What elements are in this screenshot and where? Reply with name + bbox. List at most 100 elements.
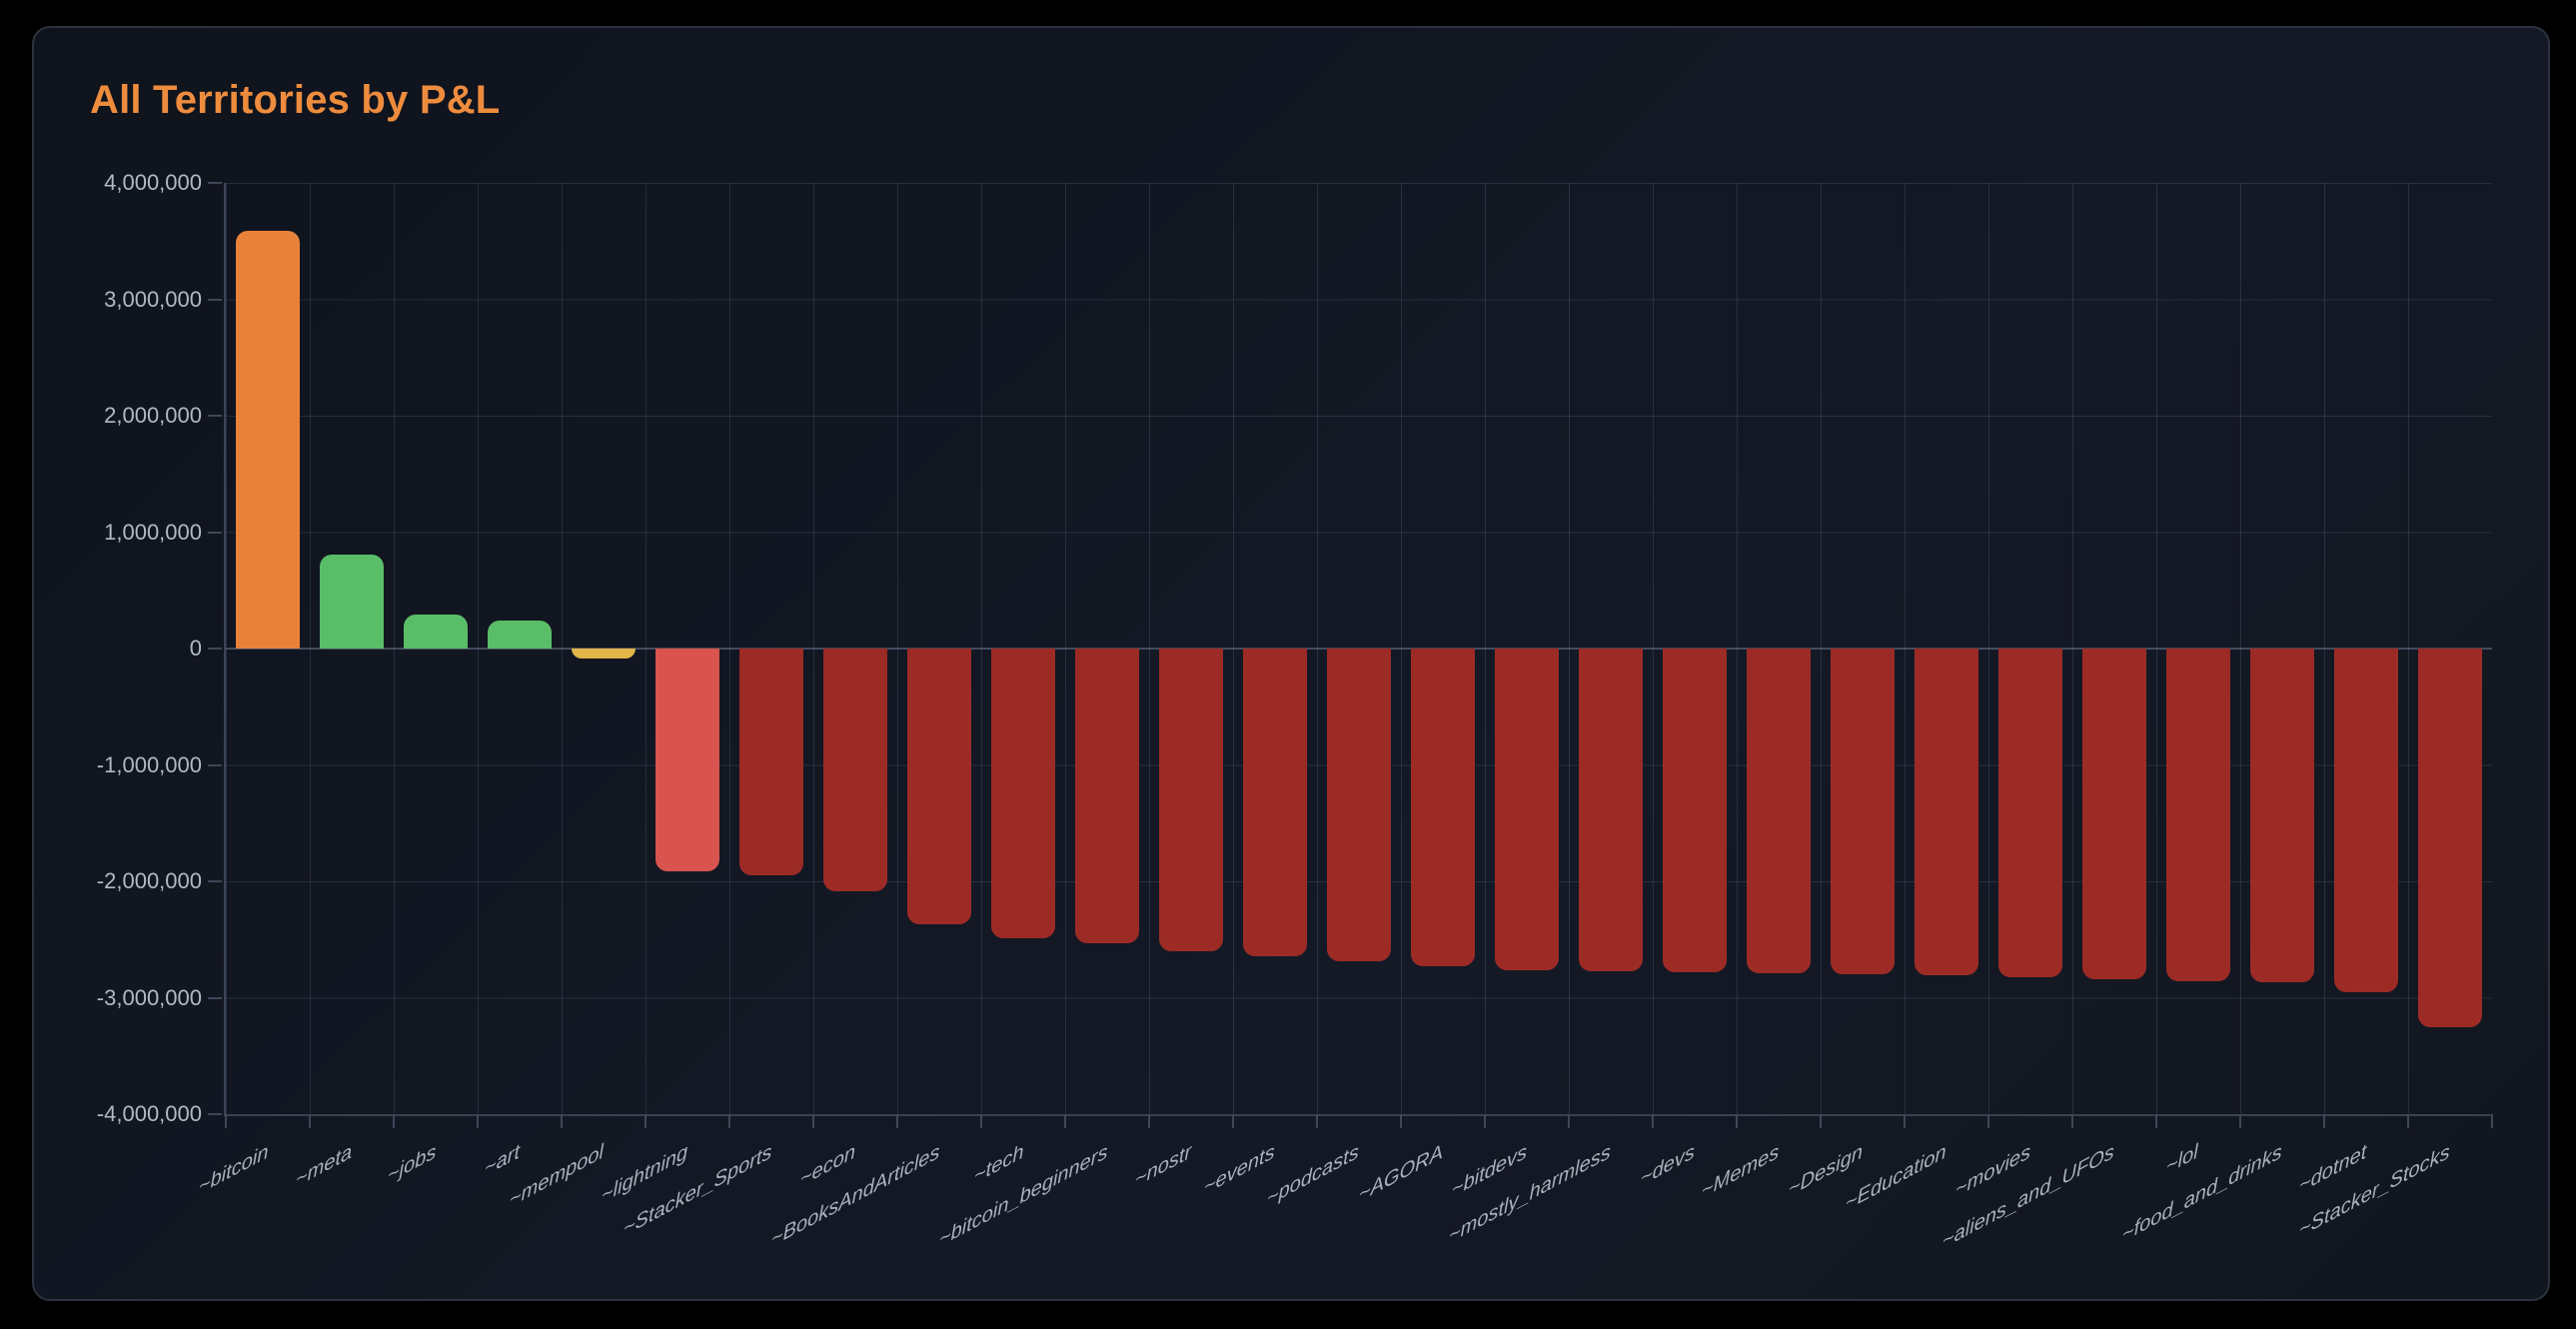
bar-lightning[interactable] — [655, 649, 719, 871]
bar-dotnet[interactable] — [2334, 649, 2398, 992]
bar-Design[interactable] — [1831, 649, 1895, 975]
column-lol: ~lol — [2155, 183, 2240, 1179]
bar-bitdevs[interactable] — [1495, 649, 1559, 970]
column-tech: ~tech — [974, 183, 1065, 1188]
bar-econ[interactable] — [823, 649, 887, 892]
x-axis-label: ~Stacker_Sports — [623, 1140, 771, 1241]
x-axis-label: ~meta — [295, 1140, 352, 1192]
bar-events[interactable] — [1243, 649, 1307, 956]
bar-aliens_and_UFOs[interactable] — [2082, 649, 2146, 979]
x-tick — [1148, 1114, 1150, 1128]
x-axis-label: ~events — [1204, 1140, 1275, 1200]
x-tick — [309, 1114, 311, 1128]
y-axis-label: 4,000,000 — [104, 170, 202, 195]
y-axis-label: -1,000,000 — [96, 751, 202, 777]
column-podcasts: ~podcasts — [1267, 183, 1401, 1211]
y-tick — [208, 182, 222, 184]
column-bitcoin_beginners: ~bitcoin_beginners — [939, 183, 1149, 1252]
column-aliens_and_UFOs: ~aliens_and_UFOs — [1942, 183, 2156, 1253]
column-Stacker_Sports: ~Stacker_Sports — [624, 183, 813, 1241]
x-tick — [2155, 1114, 2157, 1128]
bar-jobs[interactable] — [404, 615, 468, 649]
y-tick — [208, 996, 222, 999]
x-axis-label: ~art — [484, 1140, 520, 1181]
x-tick — [896, 1114, 898, 1128]
x-axis-label: ~podcasts — [1267, 1140, 1359, 1211]
column-jobs: ~jobs — [388, 183, 478, 1188]
plot-area: ~bitcoin ~meta ~jobs ~art ~mempool ~lightning… — [199, 183, 2493, 1253]
x-tick — [1987, 1114, 1989, 1128]
bar-lol[interactable] — [2166, 649, 2230, 981]
x-axis-label: ~jobs — [387, 1140, 436, 1188]
y-axis-label: -4,000,000 — [96, 1101, 202, 1126]
y-tick — [208, 531, 222, 534]
x-axis-label: ~econ — [799, 1140, 855, 1192]
x-axis-label: ~lol — [2166, 1140, 2198, 1179]
x-tick — [225, 1114, 227, 1128]
x-tick — [1904, 1114, 1906, 1128]
bar-AGORA[interactable] — [1411, 649, 1475, 967]
x-tick — [1484, 1114, 1486, 1128]
x-axis-label: ~bitcoin — [198, 1140, 269, 1199]
x-tick — [2239, 1114, 2241, 1128]
bar-bitcoin[interactable] — [236, 230, 300, 649]
column-mostly_harmless: ~mostly_harmless — [1449, 183, 1653, 1248]
column-events: ~events — [1204, 183, 1317, 1200]
y-tick — [208, 880, 222, 882]
bar-Stacker_Sports[interactable] — [739, 649, 803, 876]
bar-Stacker_Stocks[interactable] — [2418, 649, 2482, 1027]
bar-mostly_harmless[interactable] — [1579, 649, 1643, 971]
column-Education: ~Education — [1846, 183, 1988, 1216]
x-tick — [1400, 1114, 1402, 1128]
x-axis-label: ~devs — [1641, 1140, 1695, 1191]
column-nostr: ~nostr — [1135, 183, 1233, 1192]
y-axis-label: 2,000,000 — [104, 403, 202, 428]
y-tick — [208, 763, 222, 766]
column-art: ~art — [477, 183, 562, 1181]
y-axis-label: 1,000,000 — [104, 519, 202, 545]
bar-Memes[interactable] — [1747, 649, 1811, 974]
x-tick — [1316, 1114, 1318, 1128]
x-tick — [2323, 1114, 2325, 1128]
y-tick — [208, 298, 222, 301]
x-tick — [1232, 1114, 1234, 1128]
column-devs: ~devs — [1641, 183, 1737, 1191]
x-axis-label: ~AGORA — [1359, 1140, 1443, 1207]
column-movies: ~movies — [1955, 183, 2072, 1202]
x-tick — [1820, 1114, 1822, 1128]
column-AGORA: ~AGORA — [1359, 183, 1485, 1207]
x-tick — [812, 1114, 814, 1128]
y-axis-label: 3,000,000 — [104, 286, 202, 312]
y-axis-label: 0 — [189, 636, 202, 661]
bar-BooksAndArticles[interactable] — [907, 649, 971, 925]
bar-Education[interactable] — [1915, 649, 1978, 976]
bar-podcasts[interactable] — [1327, 649, 1391, 962]
x-tick — [393, 1114, 395, 1128]
x-tick — [1568, 1114, 1570, 1128]
column-food_and_drinks: ~food_and_drinks — [2122, 183, 2324, 1247]
x-tick — [728, 1114, 730, 1128]
bar-nostr[interactable] — [1159, 649, 1223, 951]
bar-art[interactable] — [488, 621, 552, 649]
bar-tech[interactable] — [991, 649, 1055, 939]
column-econ: ~econ — [800, 183, 897, 1191]
y-axis-label: -3,000,000 — [96, 984, 202, 1010]
x-tick — [2491, 1114, 2493, 1128]
column-BooksAndArticles: ~BooksAndArticles — [771, 183, 981, 1252]
x-tick — [1064, 1114, 1066, 1128]
bar-bitcoin_beginners[interactable] — [1075, 649, 1139, 943]
bar-food_and_drinks[interactable] — [2250, 649, 2314, 983]
bar-movies[interactable] — [1998, 649, 2062, 977]
x-axis-label: ~Stacker_Stocks — [2299, 1140, 2450, 1243]
bar-devs[interactable] — [1663, 649, 1727, 972]
bar-mempool[interactable] — [572, 649, 636, 660]
y-tick — [208, 415, 222, 417]
bar-meta[interactable] — [320, 554, 384, 649]
x-tick — [1736, 1114, 1738, 1128]
x-tick — [644, 1114, 646, 1128]
column-bitcoin: ~bitcoin — [199, 183, 310, 1199]
y-axis-label: -2,000,000 — [96, 868, 202, 893]
column-mempool: ~mempool — [510, 183, 645, 1212]
x-tick — [2071, 1114, 2073, 1128]
x-tick — [1652, 1114, 1654, 1128]
